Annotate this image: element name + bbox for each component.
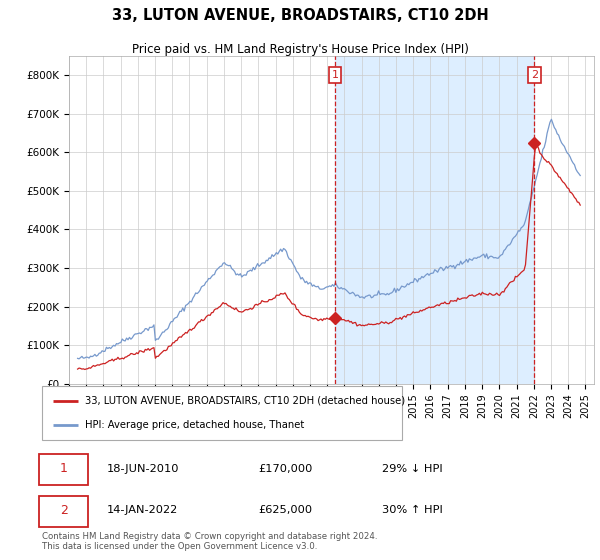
Text: 2: 2	[59, 504, 68, 517]
Text: 1: 1	[59, 462, 68, 475]
Text: 33, LUTON AVENUE, BROADSTAIRS, CT10 2DH (detached house): 33, LUTON AVENUE, BROADSTAIRS, CT10 2DH …	[85, 396, 406, 406]
FancyBboxPatch shape	[42, 386, 402, 440]
Text: 30% ↑ HPI: 30% ↑ HPI	[382, 505, 443, 515]
Text: 1: 1	[332, 70, 338, 80]
Text: 2: 2	[531, 70, 538, 80]
Text: 29% ↓ HPI: 29% ↓ HPI	[382, 464, 443, 474]
Text: HPI: Average price, detached house, Thanet: HPI: Average price, detached house, Than…	[85, 420, 304, 430]
Text: £170,000: £170,000	[258, 464, 313, 474]
Text: £625,000: £625,000	[258, 505, 312, 515]
FancyBboxPatch shape	[40, 454, 88, 485]
Bar	[335, 56, 535, 384]
FancyBboxPatch shape	[40, 496, 88, 527]
Text: 18-JUN-2010: 18-JUN-2010	[107, 464, 179, 474]
Text: Price paid vs. HM Land Registry's House Price Index (HPI): Price paid vs. HM Land Registry's House …	[131, 43, 469, 55]
Text: 33, LUTON AVENUE, BROADSTAIRS, CT10 2DH: 33, LUTON AVENUE, BROADSTAIRS, CT10 2DH	[112, 8, 488, 23]
Text: 14-JAN-2022: 14-JAN-2022	[107, 505, 178, 515]
Text: Contains HM Land Registry data © Crown copyright and database right 2024.
This d: Contains HM Land Registry data © Crown c…	[42, 532, 377, 552]
